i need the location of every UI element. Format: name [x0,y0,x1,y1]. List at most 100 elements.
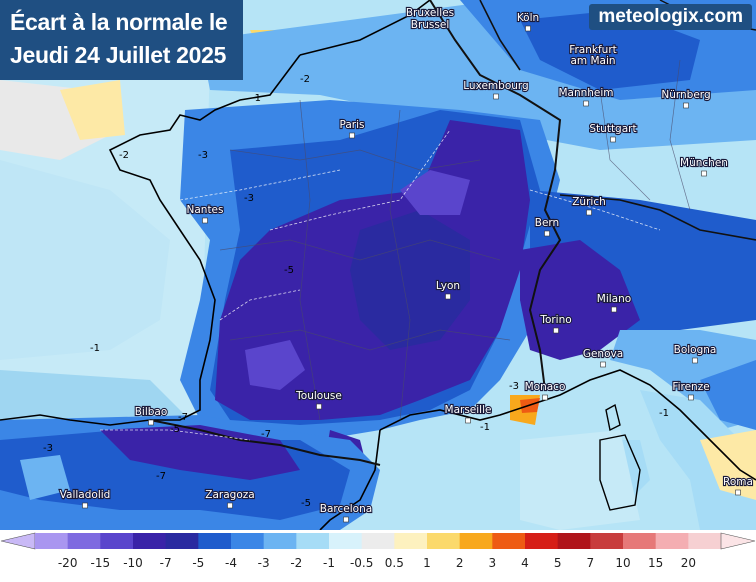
legend-swatch [165,533,199,549]
city-dot [525,25,531,32]
brand-logo: meteologix.com [589,4,752,30]
city-marker: Köln [516,11,540,32]
legend-label: 20 [680,556,696,570]
legend-label: -15 [90,556,111,570]
city-dot [148,419,154,426]
city-marker: Nantes [185,203,225,224]
legend-swatch [590,533,624,549]
city-dot [544,230,550,237]
contour-label: -2 [119,150,129,161]
city-name: Firenze [672,381,709,393]
legend-swatch [198,533,232,549]
legend-swatch [35,533,69,549]
city-dot [692,357,698,364]
legend-swatch [688,533,722,549]
city-name: Mannheim [558,87,613,99]
city-marker: Firenze [671,380,711,401]
contour-label: -3 [244,193,254,204]
legend-colorbar [0,532,756,550]
city-dot [227,502,233,509]
city-name: Valladolid [60,489,111,501]
city-marker: Marseille [443,403,493,424]
legend-label: -0.5 [349,556,374,570]
legend-swatch [296,533,330,549]
city-dot [542,394,548,401]
city-marker: Bilbao [134,405,168,426]
city-name: Zaragoza [205,489,254,501]
city-dot [610,136,616,143]
legend-label: 5 [553,556,562,570]
legend-label: -7 [159,556,172,570]
city-name: Milano [597,293,631,305]
city-dot [701,170,707,177]
legend-label: -3 [257,556,270,570]
city-name: München [680,157,728,169]
city-dot [611,306,617,313]
legend-label: 10 [615,556,631,570]
contour-label: -3 [43,443,53,454]
contour-label: -3 [509,381,519,392]
city-name: Monaco [525,381,566,393]
contour-label: -1 [480,422,490,433]
city-name: Brussel [411,19,450,31]
city-dot [590,57,596,64]
city-marker: Luxembourg [462,79,530,100]
city-name: Luxembourg [463,80,528,92]
city-dot [343,516,349,523]
city-dot [586,209,592,216]
legend-swatch [67,533,101,549]
legend-label: 3 [488,556,497,570]
city-name: Bruxelles [406,7,454,19]
city-dot [349,132,355,139]
legend-swatch [459,533,493,549]
legend-swatch [394,533,428,549]
city-name: Nürnberg [661,89,710,101]
city-marker: München [679,156,729,177]
contour-label: -1 [251,93,261,104]
city-marker: Bern [534,216,560,237]
contour-label: -5 [284,265,294,276]
city-marker: Barcelona [319,502,373,523]
legend-label: -5 [192,556,205,570]
city-marker: Roma [722,475,754,496]
city-name: Nantes [187,204,224,216]
city-marker: Zaragoza [204,488,256,509]
city-name: Barcelona [320,503,372,515]
city-dot [445,293,451,300]
legend-swatch [329,533,363,549]
legend-labels: -20 -15 -10 -7 -5 -4 -3 -2 -1 -0.5 0.5 1 2 3 4 5 7 10 15 20 [0,556,756,576]
legend-swatch [427,533,461,549]
contour-label: -7 [156,471,166,482]
contour-label: -7 [261,429,271,440]
city-name: Köln [517,12,539,24]
contour-label: -1 [90,343,100,354]
legend-label: -1 [323,556,335,570]
city-marker: am Main [569,54,616,68]
anomaly-map: -2-1-2 -3-3-5-1-3-1-1-7-5 -7-3-7-5 Bruxell… [0,0,756,530]
legend-over-arrow [720,532,756,550]
legend-label: 2 [455,556,464,570]
city-name: Torino [539,314,571,326]
city-name: am Main [570,55,615,67]
city-name: Genova [583,348,623,360]
city-marker: Nürnberg [660,88,712,109]
city-dot [427,20,433,27]
city-dot [465,417,471,424]
city-dot [553,327,559,334]
contour-label: -1 [659,408,669,419]
city-dot [493,93,499,100]
city-dot [316,403,322,410]
legend-label: 1 [423,556,431,570]
city-marker: Stuttgart [588,122,638,143]
legend-label: -20 [57,556,78,570]
city-marker: Valladolid [59,488,111,509]
city-marker: Bruxelles [405,6,455,27]
city-marker: Milano [596,292,632,313]
contour-labels: -2-1-2 -3-3-5-1-3-1-1-7-5 -7-3-7-5 [43,74,669,509]
legend-label: -4 [225,556,237,570]
city-dot [688,394,694,401]
title-line-1: Écart à la normale le [10,9,228,35]
city-dot [600,361,606,368]
city-name: Frankfurt [569,44,617,56]
title-line-2: Jeudi 24 Juillet 2025 [10,42,227,68]
